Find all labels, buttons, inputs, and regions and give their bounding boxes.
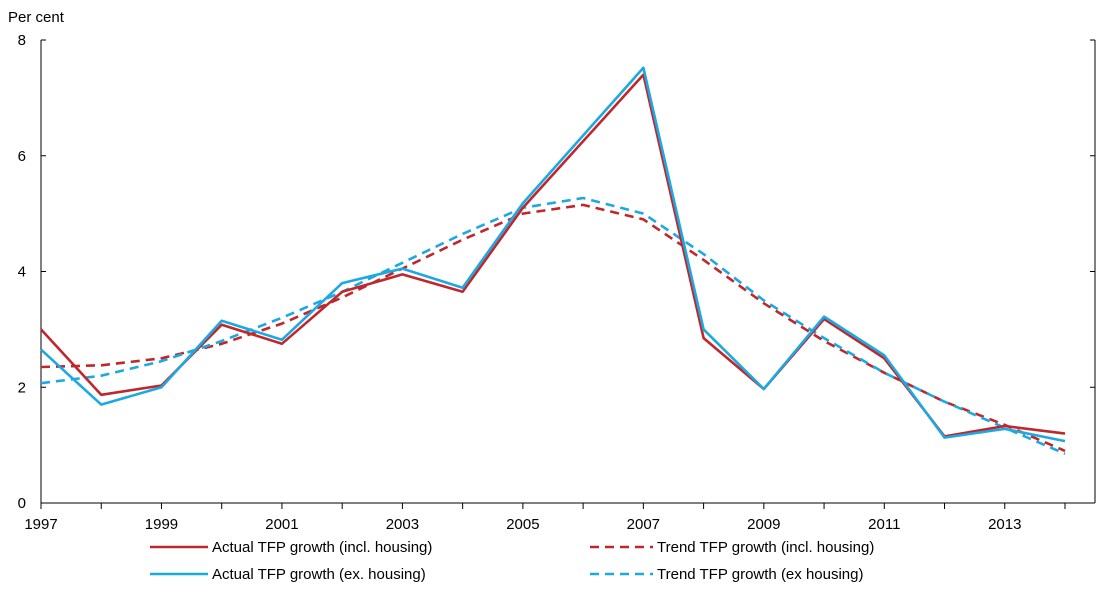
- x-tick-label: 2009: [747, 516, 780, 533]
- series-line-2: [40, 66, 1066, 443]
- legend-label-1: Trend TFP growth (incl. housing): [657, 539, 874, 556]
- legend-label-2: Actual TFP growth (ex. housing): [212, 566, 426, 583]
- series-layer: [40, 66, 1066, 455]
- x-tick-label: 2013: [988, 516, 1021, 533]
- y-tick-label: 4: [18, 264, 26, 281]
- axes: 0 2 4 6 8 1997 1999 2001 2003 2005 2007 2009 2011 201…: [18, 32, 1096, 533]
- y-tick-label: 0: [18, 495, 26, 512]
- y-tick-label: 8: [18, 32, 26, 49]
- y-tick-label: 2: [18, 379, 26, 396]
- series-line-0: [40, 73, 1066, 438]
- x-tick-label: 2001: [265, 516, 298, 533]
- legend: Actual TFP growth (incl. housing) Trend T…: [150, 539, 874, 583]
- x-tick-label: 1997: [24, 516, 57, 533]
- x-tick-label: 2003: [386, 516, 419, 533]
- x-tick-label: 2005: [506, 516, 539, 533]
- x-tick-label: 1999: [145, 516, 178, 533]
- series-line-1: [40, 203, 1066, 453]
- x-tick-label: 2011: [868, 516, 900, 533]
- legend-label-3: Trend TFP growth (ex housing): [657, 566, 863, 583]
- legend-label-0: Actual TFP growth (incl. housing): [212, 539, 432, 556]
- series-line-3: [40, 196, 1066, 455]
- y-axis-unit-label: Per cent: [8, 9, 65, 26]
- x-tick-label: 2007: [627, 516, 660, 533]
- y-tick-label: 6: [18, 148, 26, 165]
